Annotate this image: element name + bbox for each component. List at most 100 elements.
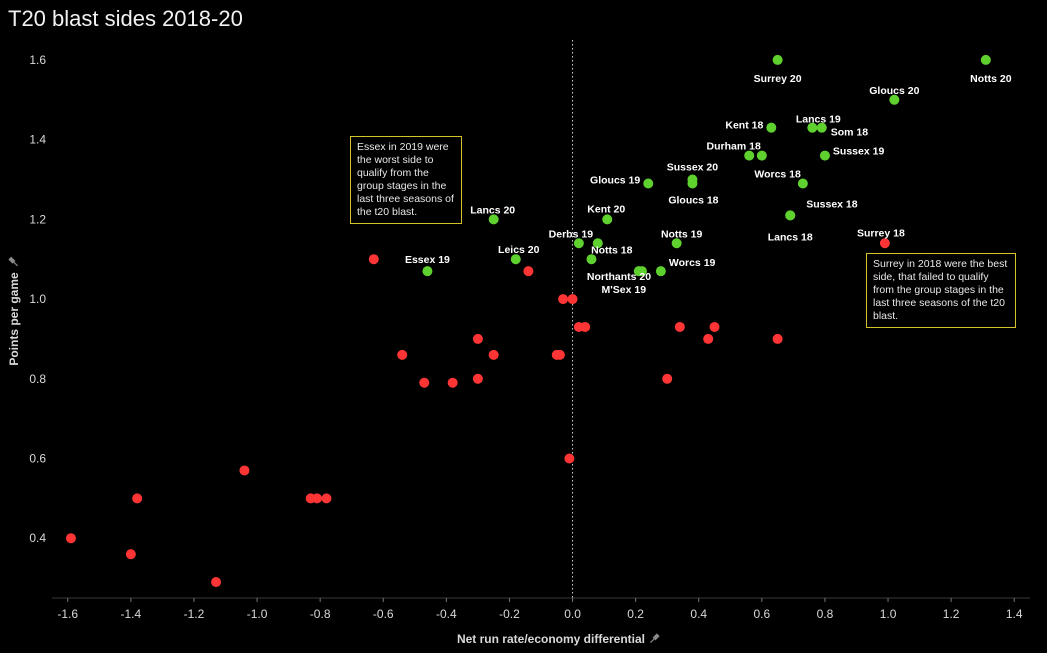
point-eliminated[interactable]	[397, 349, 408, 360]
point-label: Surrey 18	[857, 227, 905, 239]
x-tick-label: 0.8	[817, 607, 834, 621]
point-qualified[interactable]	[744, 150, 755, 161]
point-label: Surrey 20	[754, 73, 802, 85]
point-qualified[interactable]	[643, 178, 654, 189]
y-tick-label: 1.4	[29, 133, 46, 147]
annotation-essex: Essex in 2019 were the worst side to qua…	[350, 136, 462, 224]
point-qualified[interactable]	[816, 122, 827, 133]
x-tick-label: -1.6	[57, 607, 78, 621]
point-label: M'Sex 19	[602, 284, 647, 296]
point-qualified[interactable]	[633, 266, 644, 277]
point-label: Gloucs 20	[869, 85, 919, 97]
y-tick-label: 1.6	[29, 53, 46, 67]
point-label: Sussex 20	[667, 162, 719, 174]
point-eliminated[interactable]	[567, 294, 578, 305]
point-label: Lancs 19	[796, 114, 841, 126]
x-tick-label: 0.2	[627, 607, 644, 621]
point-eliminated[interactable]	[772, 333, 783, 344]
point-qualified[interactable]	[766, 122, 777, 133]
point-qualified[interactable]	[797, 178, 808, 189]
point-eliminated[interactable]	[419, 377, 430, 388]
point-eliminated[interactable]	[554, 349, 565, 360]
point-eliminated[interactable]	[125, 549, 136, 560]
x-tick-label: -0.8	[310, 607, 331, 621]
y-axis-title: Points per game	[7, 272, 21, 366]
axes-layer: -1.6 -1.4 -1.2 -1.0 -0.8 -0.6 -0.4 -0.2 0.0 0.2 0.…	[7, 40, 1030, 646]
point-qualified[interactable]	[889, 94, 900, 105]
point-eliminated[interactable]	[879, 238, 890, 249]
x-tick-label: 1.0	[880, 607, 897, 621]
point-label: Durham 18	[707, 141, 761, 153]
point-eliminated[interactable]	[523, 266, 534, 277]
point-label: Kent 20	[587, 203, 625, 215]
x-axis-title: Net run rate/economy differential	[457, 632, 645, 646]
point-eliminated[interactable]	[564, 453, 575, 464]
point-eliminated[interactable]	[211, 577, 222, 588]
point-qualified[interactable]	[687, 178, 698, 189]
y-tick-label: 0.4	[29, 531, 46, 545]
point-label: Northants 20	[587, 271, 651, 283]
point-qualified[interactable]	[586, 254, 597, 265]
point-label: Worcs 18	[754, 168, 801, 180]
pin-icon	[650, 633, 660, 643]
point-qualified[interactable]	[592, 238, 603, 249]
point-qualified[interactable]	[756, 150, 767, 161]
point-label: Som 18	[831, 127, 869, 139]
x-tick-label: -1.2	[184, 607, 205, 621]
point-qualified[interactable]	[510, 254, 521, 265]
y-tick-label: 1.0	[29, 292, 46, 306]
point-qualified[interactable]	[807, 122, 818, 133]
point-label: Sussex 19	[833, 146, 885, 158]
point-eliminated[interactable]	[488, 349, 499, 360]
x-tick-label: -0.6	[373, 607, 394, 621]
y-tick-label: 0.6	[29, 452, 46, 466]
chart-title: T20 blast sides 2018-20	[8, 6, 243, 31]
point-qualified[interactable]	[785, 210, 796, 221]
point-eliminated[interactable]	[703, 333, 714, 344]
point-qualified[interactable]	[602, 214, 613, 225]
point-label: Worcs 19	[669, 257, 716, 269]
x-tick-label: -0.2	[499, 607, 520, 621]
point-label: Notts 19	[661, 228, 703, 240]
x-tick-label: 1.4	[1006, 607, 1023, 621]
point-eliminated[interactable]	[558, 294, 569, 305]
point-label: Notts 18	[591, 244, 633, 256]
point-label: Gloucs 19	[590, 174, 640, 186]
x-tick-label: 0.6	[753, 607, 770, 621]
pin-icon	[8, 256, 18, 267]
point-label: Derbs 19	[549, 228, 594, 240]
point-qualified[interactable]	[671, 238, 682, 249]
point-eliminated[interactable]	[472, 373, 483, 384]
annotation-surrey: Surrey in 2018 were the best side, that …	[866, 253, 1016, 328]
y-tick-label: 0.8	[29, 372, 46, 386]
x-tick-label: 1.2	[943, 607, 960, 621]
point-eliminated[interactable]	[132, 493, 143, 504]
point-qualified[interactable]	[655, 266, 666, 277]
point-qualified[interactable]	[488, 214, 499, 225]
point-eliminated[interactable]	[321, 493, 332, 504]
point-eliminated[interactable]	[312, 493, 323, 504]
point-eliminated[interactable]	[580, 321, 591, 332]
x-tick-label: 0.0	[564, 607, 581, 621]
x-tick-label: -1.4	[121, 607, 142, 621]
point-label: Sussex 18	[806, 198, 858, 210]
point-qualified[interactable]	[573, 238, 584, 249]
point-qualified[interactable]	[772, 54, 783, 65]
point-label: Leics 20	[498, 244, 540, 256]
point-eliminated[interactable]	[709, 321, 720, 332]
point-eliminated[interactable]	[368, 254, 379, 265]
point-eliminated[interactable]	[472, 333, 483, 344]
point-eliminated[interactable]	[447, 377, 458, 388]
points-layer	[65, 54, 991, 588]
point-label: Gloucs 18	[668, 194, 718, 206]
point-eliminated[interactable]	[239, 465, 250, 476]
point-eliminated[interactable]	[674, 321, 685, 332]
point-qualified[interactable]	[819, 150, 830, 161]
point-eliminated[interactable]	[65, 533, 76, 544]
point-label: Lancs 18	[768, 231, 813, 243]
point-eliminated[interactable]	[662, 373, 673, 384]
point-qualified[interactable]	[422, 266, 433, 277]
point-qualified[interactable]	[980, 54, 991, 65]
point-label: Lancs 20	[470, 204, 515, 216]
